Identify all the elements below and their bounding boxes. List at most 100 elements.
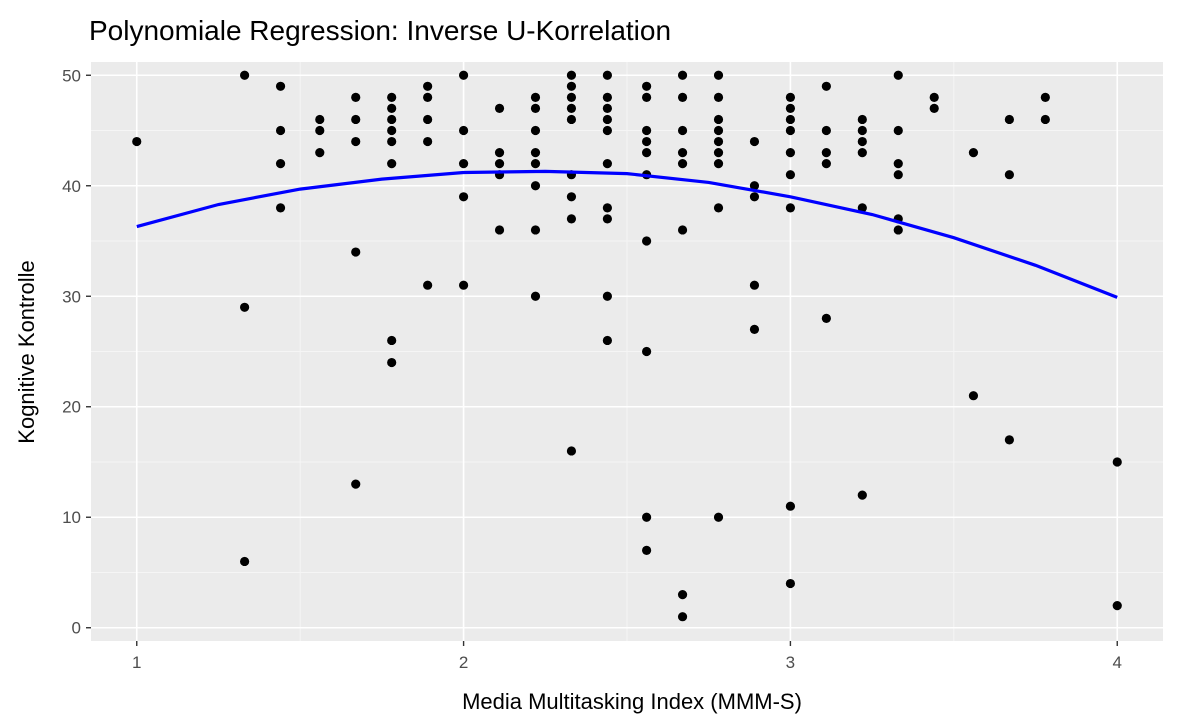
data-point <box>642 136 652 147</box>
data-point <box>351 247 361 257</box>
data-point <box>315 125 325 136</box>
data-point <box>566 92 577 102</box>
data-point <box>387 357 397 368</box>
data-point <box>566 70 577 80</box>
data-point <box>785 170 796 180</box>
data-point <box>315 114 325 125</box>
data-point <box>458 280 469 290</box>
data-point <box>530 159 541 169</box>
chart-title: Polynomiale Regression: Inverse U-Korrel… <box>89 15 671 46</box>
data-point <box>642 81 652 91</box>
data-point <box>387 335 397 346</box>
data-point <box>423 81 433 91</box>
x-tick-label: 3 <box>786 653 795 672</box>
data-point <box>458 125 469 136</box>
data-point <box>530 291 541 301</box>
data-point <box>642 236 652 246</box>
data-point <box>275 81 286 91</box>
data-point <box>423 92 433 102</box>
data-point <box>530 181 541 191</box>
data-point <box>785 578 796 589</box>
minor-grid <box>91 62 1163 641</box>
data-point <box>602 103 612 114</box>
data-point <box>968 148 979 158</box>
data-point <box>602 335 612 346</box>
data-point <box>857 203 867 213</box>
data-point <box>494 148 505 158</box>
x-axis-title: Media Multitasking Index (MMM-S) <box>462 689 802 714</box>
data-point <box>642 346 652 357</box>
data-point <box>240 70 250 80</box>
data-point <box>642 545 652 555</box>
data-point <box>642 512 652 522</box>
data-point <box>275 125 286 136</box>
points-layer <box>132 70 1122 622</box>
data-point <box>132 136 142 147</box>
data-point <box>749 280 760 290</box>
data-point <box>929 92 939 102</box>
data-point <box>351 92 361 102</box>
data-point <box>566 81 577 91</box>
data-point <box>893 159 903 169</box>
data-point <box>566 114 577 125</box>
data-point <box>1112 457 1122 467</box>
data-point <box>423 114 433 125</box>
data-point <box>677 125 688 136</box>
data-point <box>602 203 612 213</box>
data-point <box>893 70 903 80</box>
data-point <box>821 159 831 169</box>
y-tick-label: 50 <box>62 66 81 85</box>
data-point <box>642 148 652 158</box>
data-point <box>387 136 397 147</box>
data-point <box>566 192 577 202</box>
data-point <box>602 125 612 136</box>
data-point <box>857 136 867 147</box>
data-point <box>351 114 361 125</box>
data-point <box>240 556 250 567</box>
data-point <box>677 148 688 158</box>
data-point <box>749 136 760 147</box>
data-point <box>785 203 796 213</box>
data-point <box>749 324 760 335</box>
data-point <box>387 103 397 114</box>
data-point <box>458 70 469 80</box>
y-tick-label: 20 <box>62 398 81 417</box>
major-grid <box>91 62 1163 641</box>
data-point <box>530 225 541 235</box>
data-point <box>602 114 612 125</box>
data-point <box>1004 170 1014 180</box>
data-point <box>494 225 505 235</box>
data-point <box>713 92 724 102</box>
data-point <box>785 92 796 102</box>
data-point <box>1004 435 1014 445</box>
data-point <box>530 125 541 136</box>
data-point <box>602 92 612 102</box>
data-point <box>785 148 796 158</box>
fit-line <box>136 169 1118 299</box>
data-point <box>1112 601 1122 611</box>
data-point <box>566 214 577 224</box>
data-point <box>929 103 939 114</box>
data-point <box>677 92 688 102</box>
data-point <box>602 214 612 224</box>
data-point <box>602 291 612 301</box>
data-point <box>1004 114 1014 125</box>
data-point <box>893 225 903 235</box>
data-point <box>677 70 688 80</box>
x-axis-ticks: 1 2 3 4 <box>132 641 1122 672</box>
data-point <box>458 192 469 202</box>
data-point <box>530 103 541 114</box>
data-point <box>494 103 505 114</box>
data-point <box>857 490 867 500</box>
y-axis-title: Kognitive Kontrolle <box>14 260 39 443</box>
data-point <box>387 114 397 125</box>
data-point <box>351 479 361 489</box>
data-point <box>893 125 903 136</box>
data-point <box>530 148 541 158</box>
data-point <box>642 92 652 102</box>
data-point <box>677 612 688 622</box>
y-tick-label: 40 <box>62 177 81 196</box>
data-point <box>677 589 688 600</box>
